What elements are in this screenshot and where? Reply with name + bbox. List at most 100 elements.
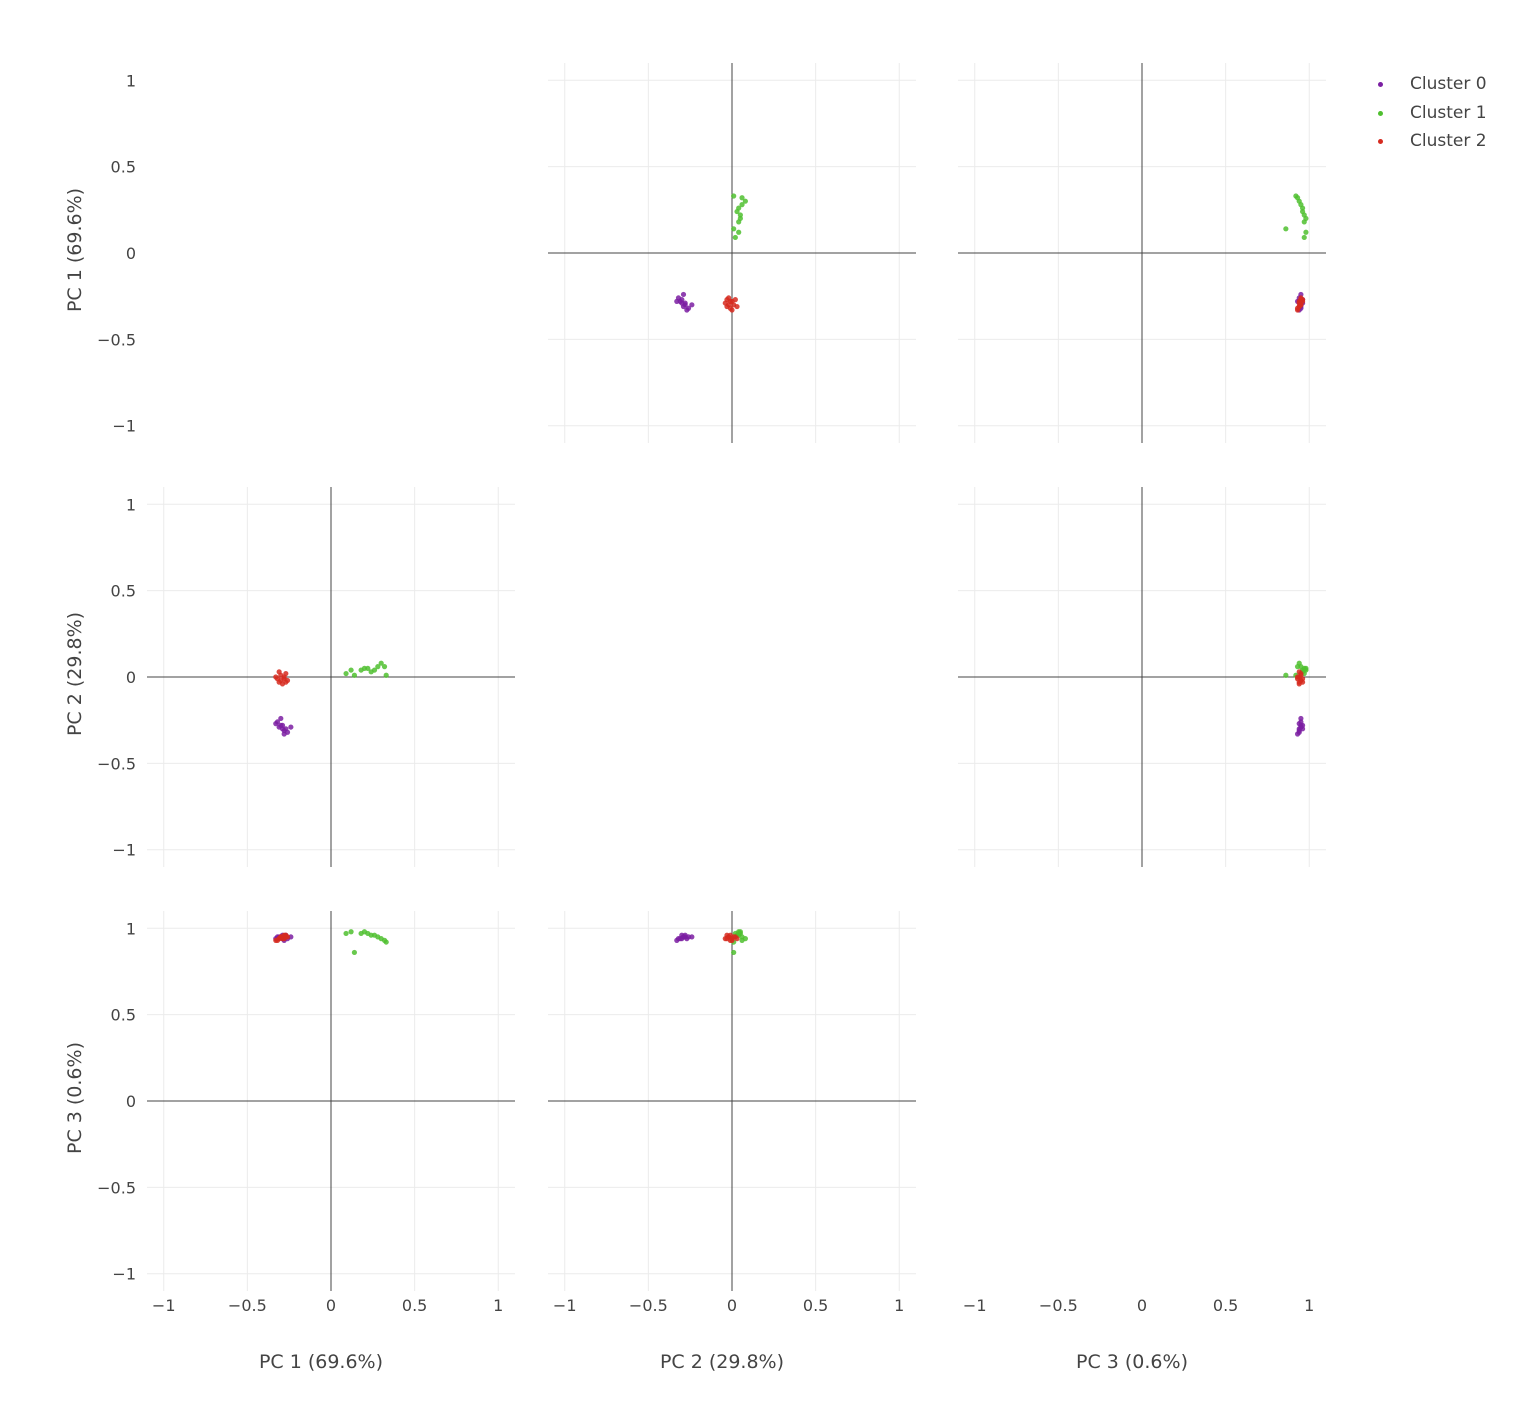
data-point-cluster-0 [675, 936, 682, 942]
data-point-cluster-2 [273, 674, 279, 680]
y-tick-label: 0 [126, 1092, 136, 1111]
data-point-cluster-1 [731, 226, 737, 232]
data-point-cluster-2 [724, 303, 730, 310]
data-point-cluster-1 [358, 667, 364, 673]
y-tick-label: −0.5 [97, 754, 136, 773]
legend-item-cluster-1[interactable]: Cluster 1 [1368, 99, 1487, 128]
x-tick-label: 1 [1304, 1296, 1314, 1315]
x-tick-label: 0 [727, 1296, 737, 1315]
data-point-cluster-2 [1299, 676, 1306, 682]
data-point-cluster-2 [283, 934, 289, 940]
x-tick-label: −1 [963, 1296, 987, 1315]
data-point-cluster-0 [1298, 715, 1304, 722]
data-point-cluster-2 [731, 302, 737, 308]
data-point-cluster-1 [739, 202, 745, 208]
data-point-cluster-1 [351, 949, 358, 956]
x-axis-title: PC 1 (69.6%) [259, 1351, 383, 1373]
data-point-cluster-2 [1296, 303, 1302, 310]
x-tick-label: 1 [493, 1296, 503, 1315]
data-point-cluster-0 [680, 291, 687, 298]
x-tick-label: 0.5 [402, 1296, 427, 1315]
data-point-cluster-1 [734, 208, 740, 215]
data-point-cluster-1 [739, 195, 745, 201]
data-point-cluster-2 [727, 932, 733, 938]
subplot-pc3-vs-pc2 [548, 911, 916, 1291]
legend-label-cluster-2: Cluster 2 [1410, 131, 1487, 151]
data-point-cluster-2 [1298, 297, 1304, 303]
data-point-cluster-2 [724, 936, 730, 942]
data-point-cluster-0 [284, 729, 291, 735]
data-point-cluster-0 [279, 722, 286, 728]
data-point-cluster-1 [737, 212, 743, 218]
data-point-cluster-1 [1301, 234, 1307, 241]
data-point-cluster-2 [276, 679, 282, 685]
data-point-cluster-1 [378, 660, 384, 666]
data-point-cluster-1 [1303, 229, 1309, 235]
data-point-cluster-1 [375, 664, 381, 670]
data-point-cluster-0 [1296, 721, 1302, 727]
data-point-cluster-1 [351, 672, 358, 678]
data-point-cluster-2 [729, 307, 735, 313]
data-point-cluster-2 [283, 670, 289, 677]
y-axis-title: PC 1 (69.6%) [64, 188, 86, 312]
data-point-cluster-1 [1298, 202, 1304, 208]
x-tick-label: 0.5 [1213, 1296, 1238, 1315]
data-point-cluster-1 [1301, 219, 1307, 225]
data-point-cluster-0 [689, 302, 695, 308]
data-point-cluster-1 [736, 219, 742, 225]
data-point-cluster-1 [348, 667, 354, 673]
y-tick-label: −1 [112, 417, 136, 436]
data-point-cluster-1 [343, 930, 349, 937]
data-point-cluster-2 [276, 936, 282, 942]
x-tick-label: −0.5 [629, 1296, 668, 1315]
data-point-cluster-1 [381, 664, 388, 670]
y-tick-label: 0.5 [111, 1006, 136, 1025]
data-point-cluster-1 [358, 930, 364, 937]
data-point-cluster-1 [1283, 672, 1289, 678]
y-tick-label: 1 [126, 495, 136, 514]
y-tick-label: −1 [112, 1265, 136, 1284]
data-point-cluster-1 [736, 229, 742, 235]
data-point-cluster-1 [343, 670, 349, 677]
data-point-cluster-1 [1294, 664, 1301, 670]
y-tick-label: −1 [112, 841, 136, 860]
data-point-cluster-1 [365, 665, 371, 671]
legend-marker-cluster-0 [1378, 82, 1383, 87]
subplot-pc2-vs-pc3 [958, 487, 1326, 867]
y-tick-label: 0.5 [111, 582, 136, 601]
y-tick-label: −0.5 [97, 330, 136, 349]
legend-marker-cluster-2 [1378, 139, 1383, 144]
data-point-cluster-0 [1296, 729, 1302, 735]
x-tick-label: 0 [1137, 1296, 1147, 1315]
data-point-cluster-1 [732, 234, 738, 241]
data-point-cluster-0 [689, 934, 695, 940]
x-tick-label: −0.5 [228, 1296, 267, 1315]
data-point-cluster-1 [731, 949, 737, 956]
data-point-cluster-0 [288, 724, 294, 730]
data-point-cluster-1 [1294, 195, 1301, 201]
legend-item-cluster-2[interactable]: Cluster 2 [1368, 127, 1487, 156]
x-tick-label: 1 [894, 1296, 904, 1315]
legend-label-cluster-1: Cluster 1 [1410, 102, 1487, 123]
subplot-pc2-vs-pc1 [147, 487, 515, 867]
data-point-cluster-1 [1283, 226, 1289, 232]
legend-label-cluster-0: Cluster 0 [1410, 74, 1487, 94]
x-tick-label: −0.5 [1039, 1296, 1078, 1315]
data-point-cluster-0 [278, 715, 284, 722]
y-tick-label: 1 [126, 919, 136, 938]
data-point-cluster-1 [742, 198, 748, 204]
x-axis-title: PC 2 (29.8%) [660, 1351, 784, 1373]
data-point-cluster-0 [682, 300, 688, 306]
y-axis-title: PC 3 (0.6%) [64, 1042, 86, 1154]
x-tick-label: 0 [326, 1296, 336, 1315]
data-point-cluster-0 [273, 721, 279, 727]
data-point-cluster-1 [731, 193, 737, 199]
data-point-cluster-1 [375, 934, 381, 940]
data-point-cluster-0 [684, 936, 690, 942]
y-tick-label: 0.5 [111, 158, 136, 177]
y-tick-label: 0 [126, 668, 136, 687]
data-point-cluster-1 [368, 932, 374, 938]
legend-item-cluster-0[interactable]: Cluster 0 [1368, 70, 1487, 99]
data-point-cluster-2 [1298, 670, 1304, 677]
x-tick-label: 0.5 [803, 1296, 828, 1315]
